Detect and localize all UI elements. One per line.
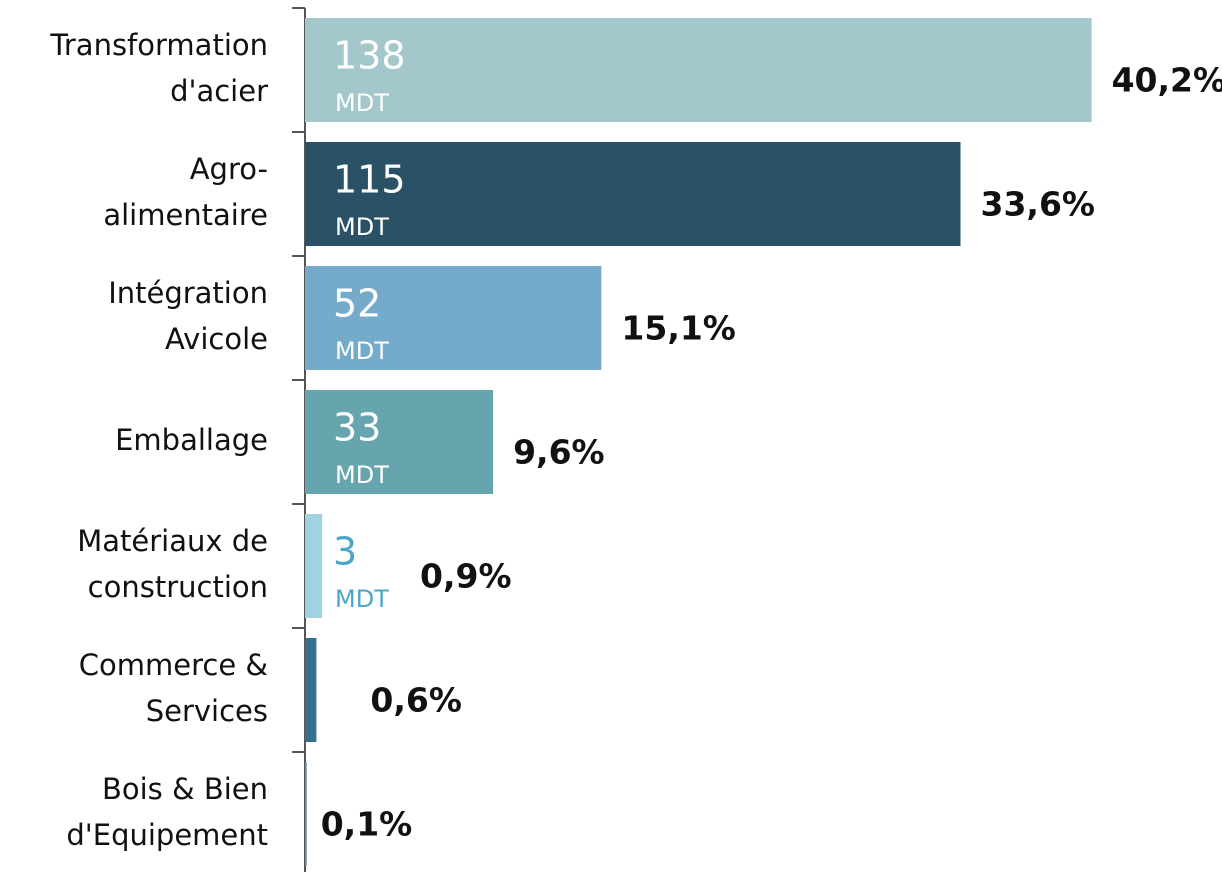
bar [305, 142, 961, 246]
category-label: Emballage [115, 423, 268, 457]
category-label: Matériaux de construction [77, 524, 268, 604]
share-label: 0,9% [420, 557, 512, 596]
share-label: 9,6% [513, 433, 605, 472]
category-label: Intégration Avicole [108, 276, 268, 356]
category-label: Commerce & Services [79, 648, 268, 728]
bar [305, 266, 602, 370]
unit-label: MDT [335, 89, 389, 117]
unit-label: MDT [335, 461, 389, 489]
unit-label: MDT [335, 585, 389, 613]
category-label: Bois & Bien d'Equipement [66, 772, 268, 852]
unit-label: MDT [335, 213, 389, 241]
share-label: 0,1% [321, 805, 413, 844]
value-label: 33 [333, 406, 381, 450]
value-label: 3 [333, 530, 357, 574]
share-label: 15,1% [621, 309, 736, 348]
bar [305, 638, 317, 742]
bar [305, 762, 307, 866]
share-label: 0,6% [370, 681, 462, 720]
bar [305, 390, 494, 494]
share-label: 40,2% [1112, 61, 1222, 100]
unit-label: MDT [335, 337, 389, 365]
category-label: Transformation d'acier [49, 28, 268, 108]
share-label: 33,6% [981, 185, 1096, 224]
bar [305, 18, 1092, 122]
value-label: 52 [333, 282, 381, 326]
value-label: 138 [333, 34, 406, 78]
category-label: Agro-alimentaire [103, 152, 268, 232]
bar [305, 514, 323, 618]
value-label: 115 [333, 158, 406, 202]
